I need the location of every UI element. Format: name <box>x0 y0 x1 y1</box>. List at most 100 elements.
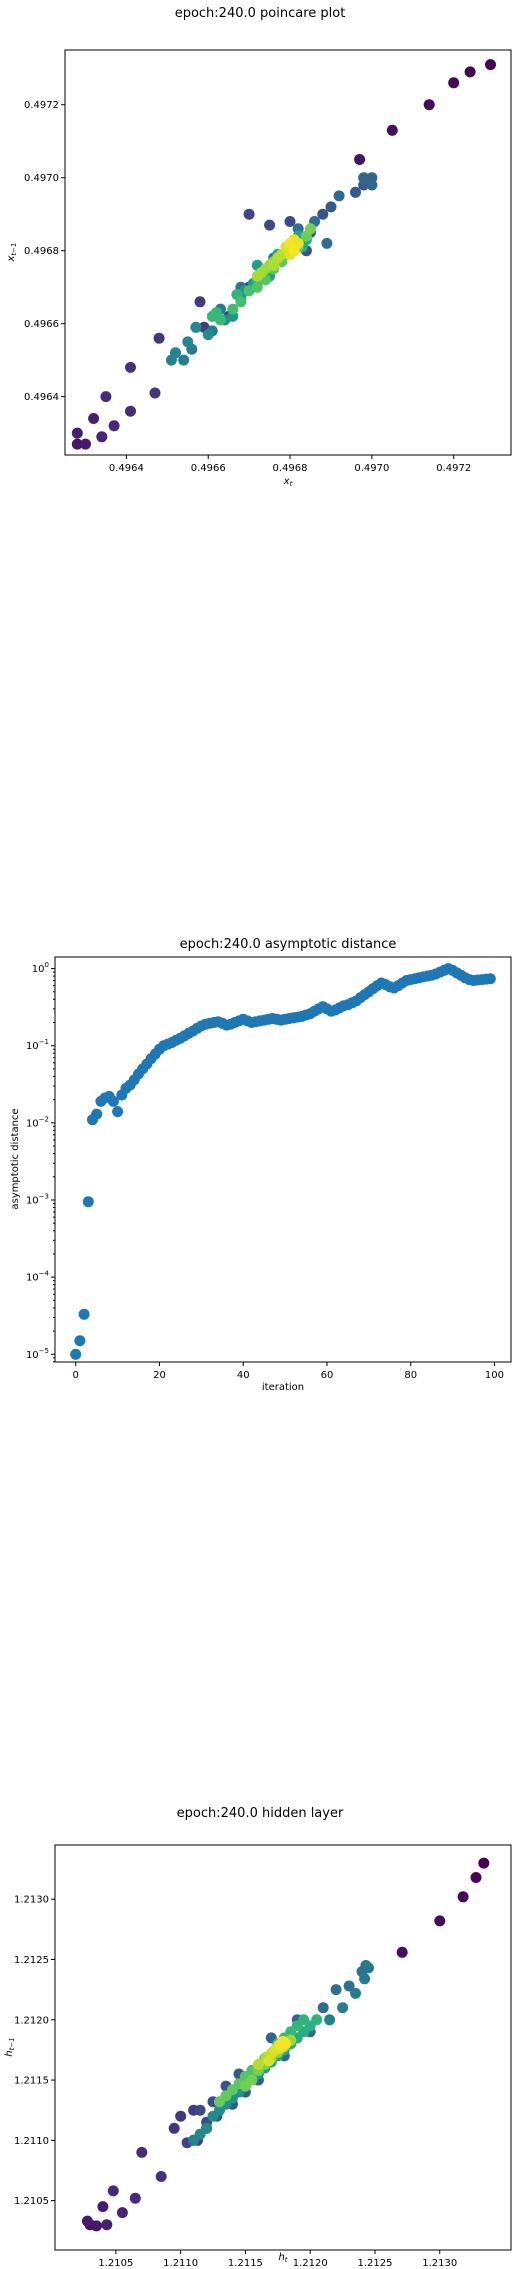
x-tick-label: 0.4968 <box>273 463 308 474</box>
scatter-point <box>288 245 300 257</box>
scatter-point <box>91 1108 103 1120</box>
scatter-points <box>70 963 496 1360</box>
y-axis-label: ht−1 <box>4 2037 16 2056</box>
scatter-point <box>264 219 276 231</box>
x-axis-label: xt <box>283 476 293 488</box>
scatter-point <box>485 59 496 71</box>
scatter-point <box>175 2110 187 2122</box>
scatter-point <box>178 354 190 366</box>
scatter-point <box>80 438 91 450</box>
plot-frame <box>54 1844 512 2251</box>
scatter-point <box>263 2055 275 2067</box>
scatter-point <box>354 154 366 165</box>
scatter-point <box>227 303 239 315</box>
scatter-point <box>478 1857 490 1869</box>
x-tick-label: 1.2115 <box>228 2258 263 2267</box>
scatter-point <box>251 281 263 293</box>
x-axis-label: ht <box>278 2252 287 2264</box>
scatter-point <box>194 296 206 308</box>
scatter-point <box>71 427 83 439</box>
scatter-point <box>350 1987 361 1999</box>
x-tick-label: 1.2125 <box>357 2258 392 2267</box>
scatter-points <box>81 1857 490 2232</box>
scatter-point <box>243 208 255 220</box>
scatter-point <box>153 332 165 344</box>
y-ticks: 10−5 10−4 10−3 10−2 10−1 100 <box>26 961 55 1363</box>
scatter-point <box>190 321 202 333</box>
scatter-point <box>324 2014 336 2026</box>
scatter-point <box>423 99 435 111</box>
scatter-point <box>201 2122 213 2134</box>
scatter-point <box>330 1984 342 1996</box>
scatter-point <box>182 336 194 348</box>
x-tick-label: 40 <box>237 1370 250 1381</box>
scatter-point <box>107 1095 119 1107</box>
x-tick-label: 1.2110 <box>163 2258 198 2267</box>
scatter-point <box>71 438 83 450</box>
x-tick-label: 60 <box>321 1370 334 1381</box>
y-tick-label: 10−5 <box>26 1347 49 1361</box>
scatter-point <box>215 314 226 326</box>
scatter-point <box>321 237 333 249</box>
y-axis-label: xt−1 <box>6 243 18 263</box>
scatter-point <box>235 296 247 308</box>
scatter-points <box>71 59 496 450</box>
x-ticks: 0.4964 0.4966 0.4968 0.4970 0.4972 <box>109 455 471 474</box>
scatter-point <box>78 1308 90 1320</box>
y-tick-label: 10−4 <box>26 1270 50 1284</box>
scatter-point <box>243 285 255 297</box>
y-tick-label: 10−1 <box>26 1038 49 1052</box>
y-tick-label: 1.2115 <box>14 2076 49 2087</box>
scatter-point <box>74 1335 86 1347</box>
scatter-point <box>125 405 136 417</box>
y-tick-label: 0.4966 <box>24 319 59 330</box>
scatter-point <box>386 124 398 136</box>
scatter-point <box>194 2104 206 2116</box>
scatter-point <box>311 2014 323 2026</box>
y-ticks: 1.2105 1.2110 1.2115 1.2120 1.2125 1.2130 <box>14 1895 55 2207</box>
x-tick-label: 0.4970 <box>354 463 389 474</box>
scatter-point <box>136 2146 148 2158</box>
x-tick-label: 0.4972 <box>436 463 471 474</box>
scatter-point <box>366 179 378 191</box>
x-tick-label: 1.2105 <box>98 2258 133 2267</box>
scatter-point <box>155 2171 167 2182</box>
scatter-point <box>202 329 214 341</box>
scatter-point <box>350 186 361 198</box>
scatter-point <box>100 391 112 403</box>
scatter-point <box>116 2207 128 2219</box>
scatter-point <box>168 2122 180 2134</box>
scatter-point <box>108 420 120 432</box>
scatter-point <box>107 2185 119 2197</box>
chart-title: epoch:240.0 asymptotic distance <box>180 937 397 952</box>
y-ticks: 0.4964 0.4966 0.4968 0.4970 0.4972 <box>24 100 65 403</box>
x-tick-label: 1.2120 <box>293 2258 328 2267</box>
plot-frame <box>54 956 512 1363</box>
scatter-point <box>251 270 263 282</box>
scatter-point <box>214 2096 225 2108</box>
scatter-point <box>125 361 136 373</box>
scatter-point <box>343 1980 355 1992</box>
x-tick-label: 20 <box>153 1370 166 1381</box>
scatter-point <box>70 1348 82 1360</box>
scatter-point <box>337 2002 349 2014</box>
plot-frame <box>64 49 512 456</box>
scatter-point <box>101 2219 113 2231</box>
scatter-point <box>284 216 296 227</box>
y-tick-label: 1.2125 <box>14 1955 49 1966</box>
scatter-point <box>97 2201 109 2213</box>
scatter-point <box>457 1891 469 1903</box>
y-tick-label: 1.2120 <box>14 2015 49 2026</box>
scatter-point <box>464 66 476 78</box>
scatter-point <box>165 354 177 366</box>
y-tick-label: 0.4968 <box>24 246 59 257</box>
x-ticks: 1.2105 1.2110 1.2115 1.2120 1.2125 1.2130 <box>98 2250 457 2267</box>
scatter-point <box>252 2058 264 2070</box>
hidden-layer-figure: epoch:240.0 hidden layer 1.2105 1.2110 1.2… <box>4 1806 512 2267</box>
scatter-point <box>277 2036 289 2047</box>
scatter-point <box>359 1973 371 1985</box>
chart-title: epoch:240.0 poincare plot <box>175 6 346 21</box>
y-tick-label: 1.2130 <box>14 1895 49 1906</box>
y-tick-label: 100 <box>32 961 49 975</box>
y-tick-label: 10−3 <box>26 1193 49 1207</box>
